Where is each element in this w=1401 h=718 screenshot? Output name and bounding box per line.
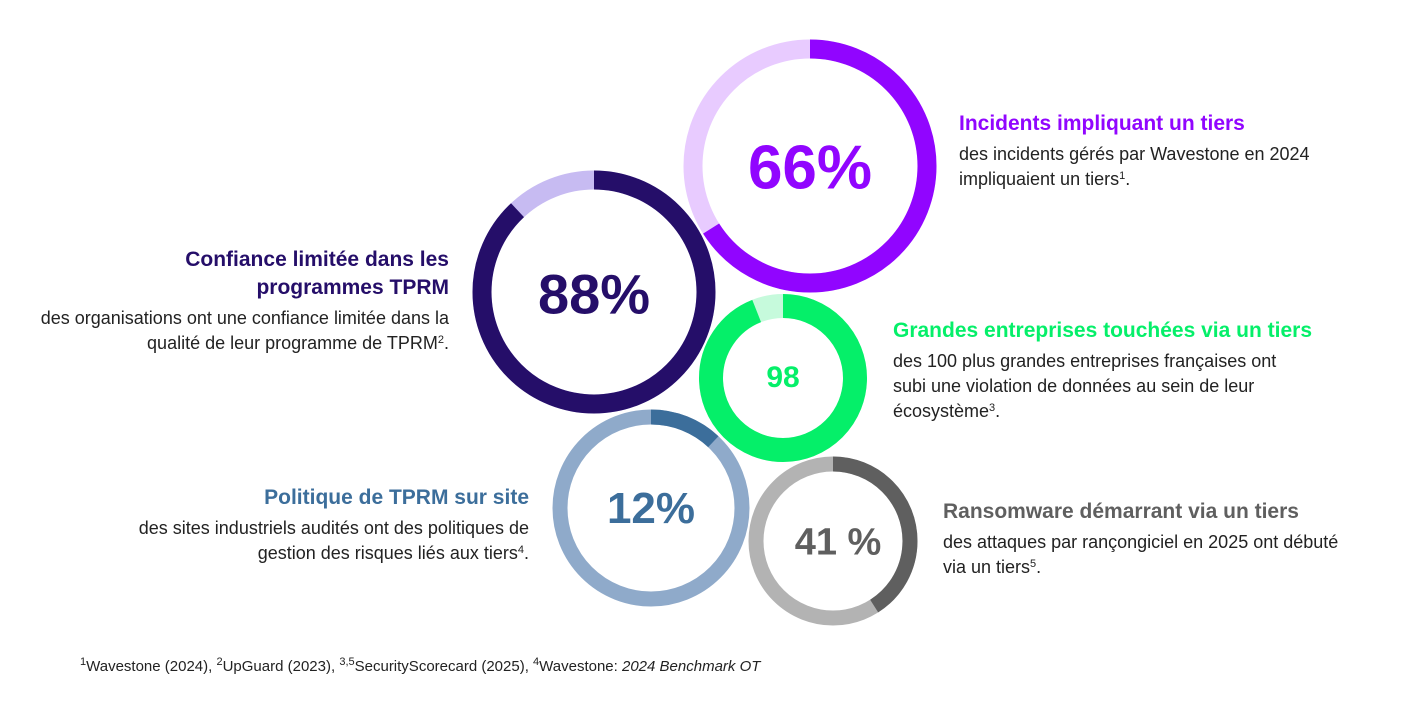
title-confiance: Confiance limitée dans les programmes TP… xyxy=(185,248,449,299)
note-grandes: 3 xyxy=(989,402,996,414)
value-ransomware: 41 % xyxy=(794,521,882,564)
ring-fill-grandes xyxy=(699,294,867,462)
source-3: SecurityScorecard (2025), xyxy=(354,658,534,675)
title-politique: Politique de TPRM sur site xyxy=(264,486,529,509)
desc-politique: des sites industriels audités ont des po… xyxy=(138,518,529,563)
desc-grandes: des 100 plus grandes entreprises françai… xyxy=(893,351,1277,421)
footnote-1: 1 xyxy=(80,656,87,668)
source-2: UpGuard (2023), xyxy=(222,658,340,675)
value-grandes: 98 xyxy=(766,361,800,394)
note-confiance: 2 xyxy=(437,334,444,346)
desc-incidents: des incidents gérés par Wavestone en 202… xyxy=(959,144,1310,189)
block-grandes: Grandes entreprises touchées via un tier… xyxy=(893,317,1363,424)
source-4-title: 2024 Benchmark OT xyxy=(622,658,761,675)
note-incidents: 1 xyxy=(1119,170,1126,182)
footnote-sources: 1Wavestone (2024), 2UpGuard (2023), 3,5S… xyxy=(80,656,761,676)
block-politique: Politique de TPRM sur site des sites ind… xyxy=(80,484,529,566)
title-incidents: Incidents impliquant un tiers xyxy=(959,112,1245,135)
footnote-4: 4 xyxy=(533,656,540,668)
ring-fill-politique xyxy=(552,409,750,607)
block-confiance: Confiance limitée dans les programmes TP… xyxy=(40,248,449,353)
note-politique: 4 xyxy=(517,544,524,556)
value-confiance: 88% xyxy=(537,262,651,326)
desc-confiance: des organisations ont une confiance limi… xyxy=(40,308,449,353)
note-ransomware: 5 xyxy=(1030,558,1037,570)
title-grandes: Grandes entreprises touchées via un tier… xyxy=(893,319,1312,342)
source-4: Wavestone: xyxy=(539,658,622,675)
footnote-2: 2 xyxy=(216,656,223,668)
ring-fill-incidents xyxy=(683,39,937,293)
value-incidents: 66% xyxy=(747,133,873,203)
value-politique: 12% xyxy=(606,484,696,533)
ring-fill-confiance xyxy=(472,170,716,414)
desc-ransomware: des attaques par rançongiciel en 2025 on… xyxy=(943,532,1339,577)
source-1: Wavestone (2024), xyxy=(86,658,217,675)
title-ransomware: Ransomware démarrant via un tiers xyxy=(943,500,1299,523)
footnote-3-5: 3,5 xyxy=(339,656,355,668)
block-incidents: Incidents impliquant un tiers des incide… xyxy=(959,110,1379,192)
ring-fill-ransomware xyxy=(748,456,918,626)
block-ransomware: Ransomware démarrant via un tiers des at… xyxy=(943,498,1363,580)
